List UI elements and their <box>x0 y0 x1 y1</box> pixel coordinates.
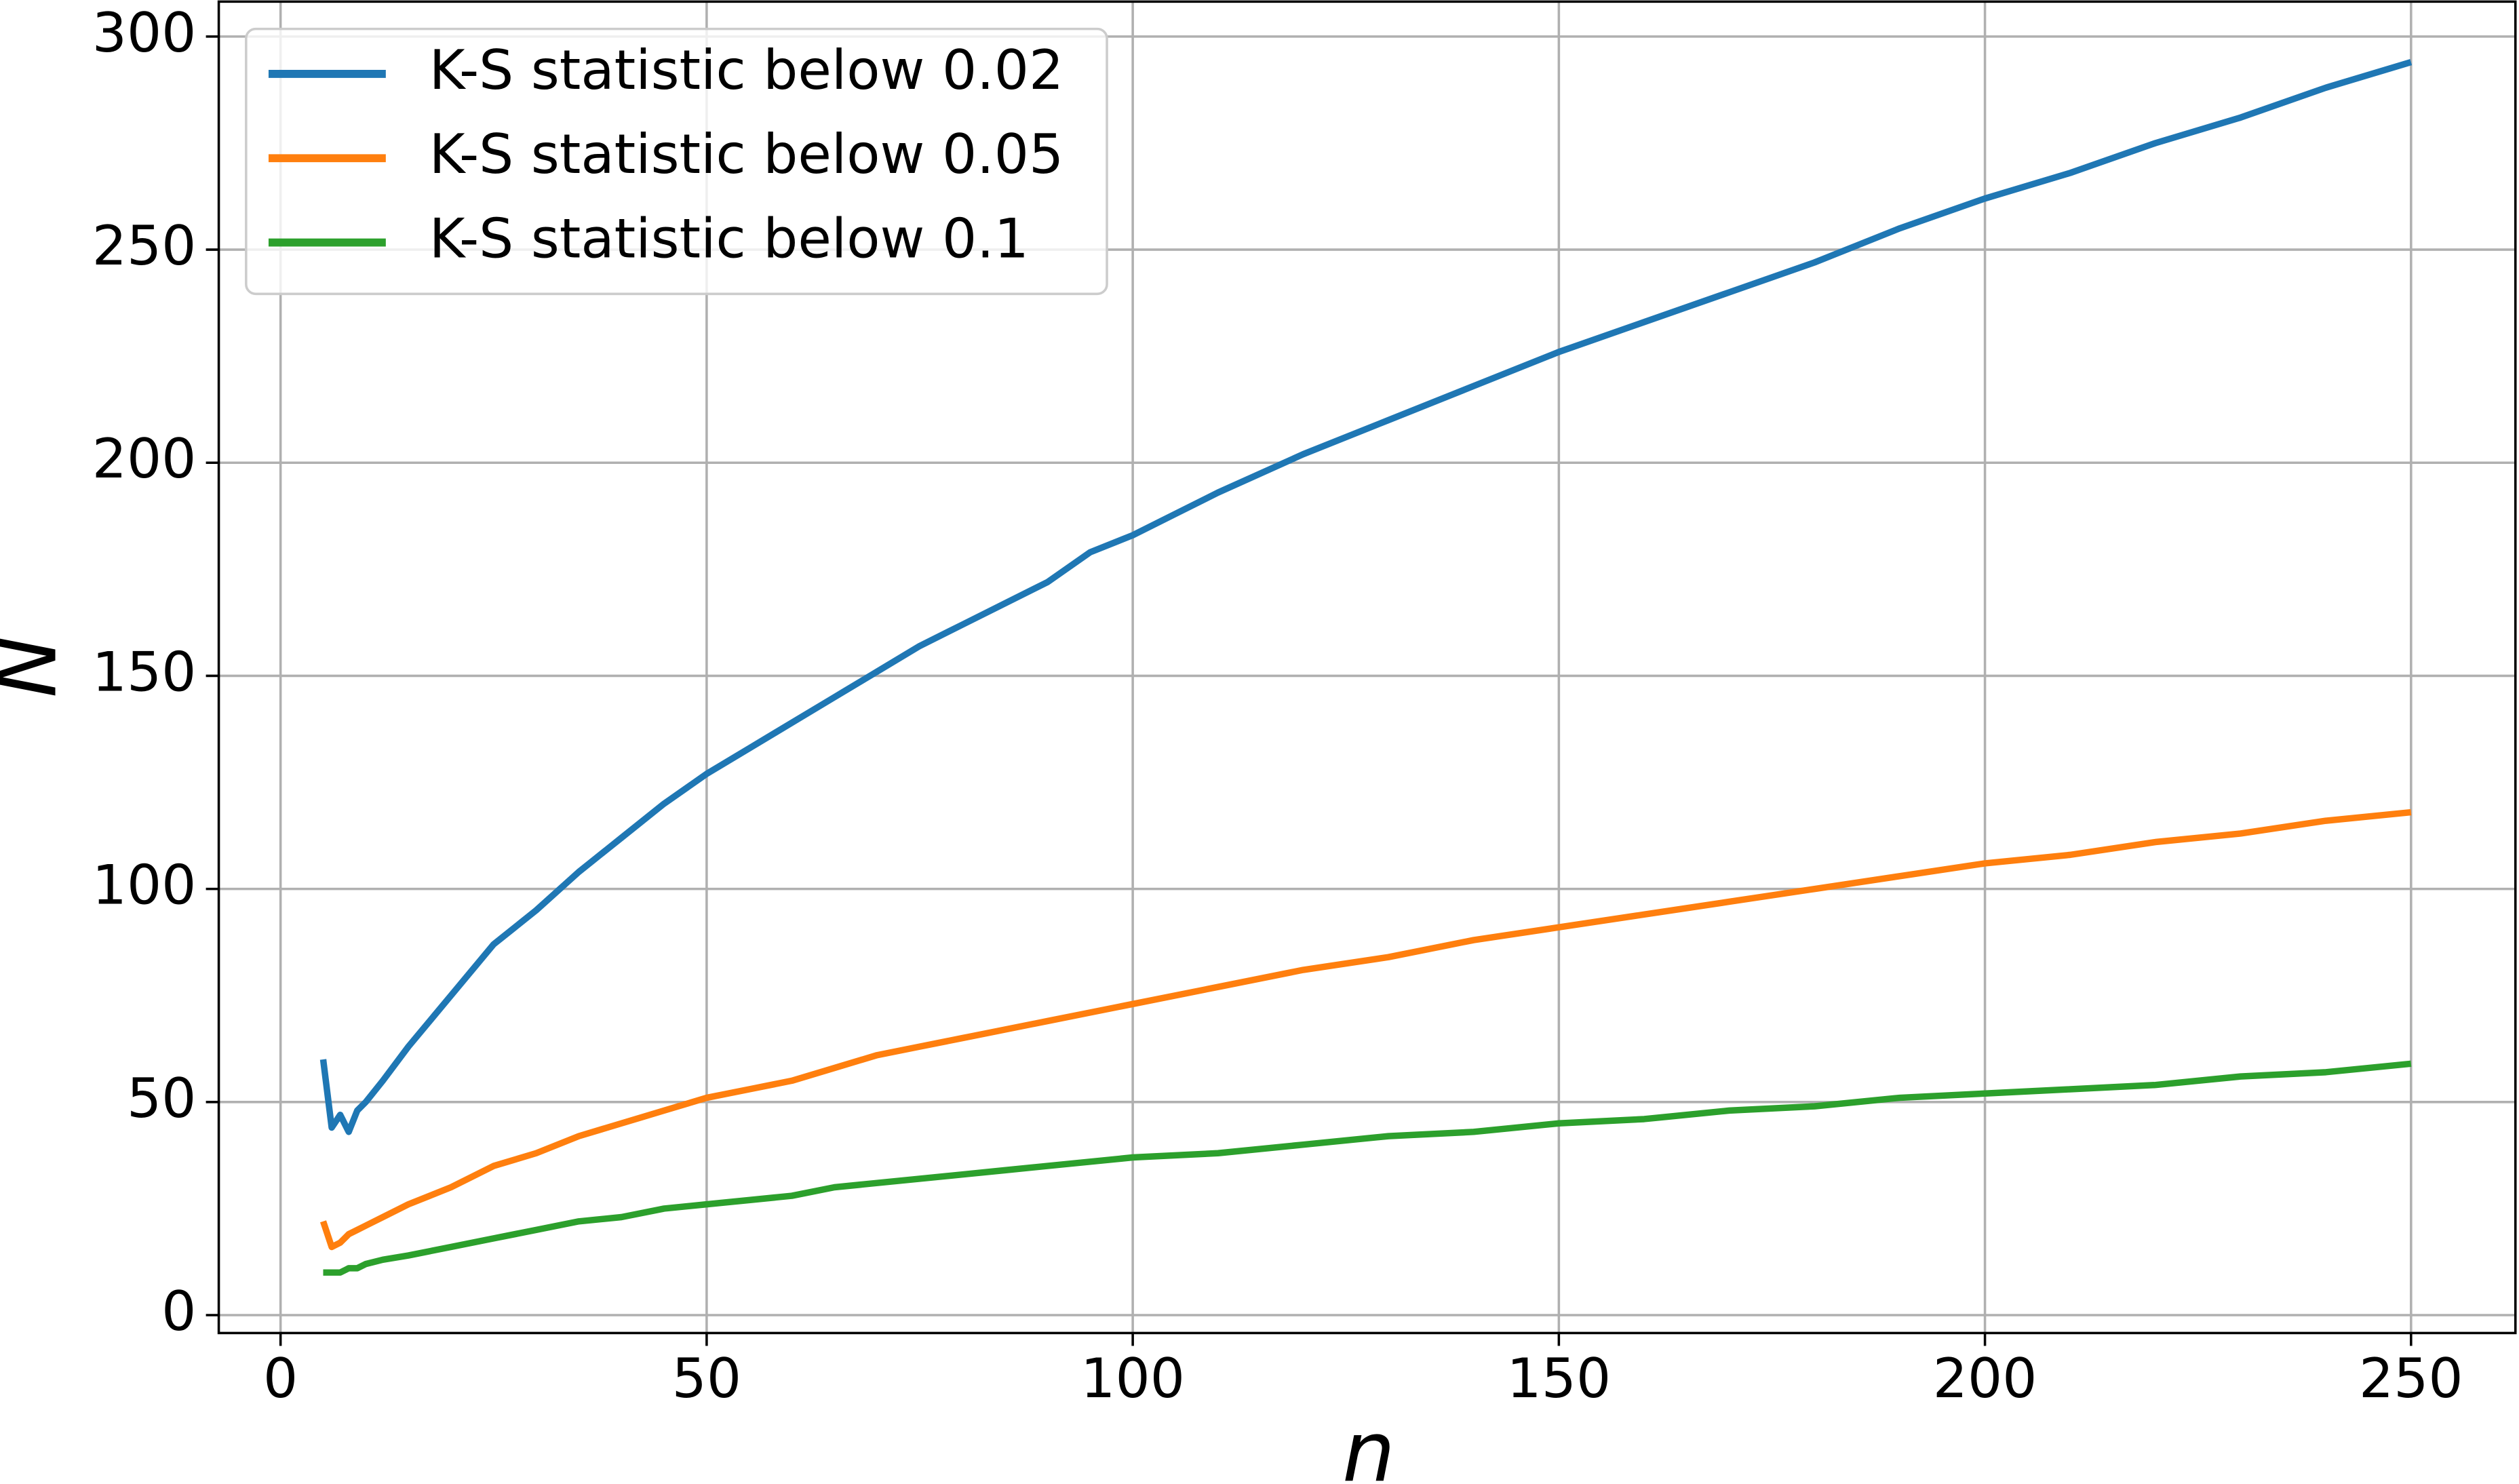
x-tick-label: 250 <box>2359 1346 2463 1410</box>
y-tick-label: 100 <box>92 853 197 917</box>
y-axis-label: N <box>0 636 76 698</box>
x-tick-label: 100 <box>1080 1346 1185 1410</box>
legend-box <box>245 27 1108 296</box>
y-tick-label: 0 <box>161 1279 196 1343</box>
legend-label: K-S statistic below 0.05 <box>429 122 1063 186</box>
y-tick-label: 250 <box>92 214 197 277</box>
y-tick-label: 200 <box>92 427 197 490</box>
legend-label: K-S statistic below 0.02 <box>429 38 1063 102</box>
y-tick-label: 50 <box>127 1066 196 1130</box>
y-tick-label: 300 <box>92 1 197 64</box>
series-line <box>323 1060 2412 1276</box>
series-line <box>319 59 2413 1135</box>
x-tick-label: 0 <box>263 1346 298 1410</box>
plot-frame <box>217 0 2517 1335</box>
x-tick-label: 50 <box>672 1346 741 1410</box>
y-tick-label: 150 <box>92 640 197 703</box>
x-tick-label: 200 <box>1933 1346 2037 1410</box>
x-axis-label: n <box>1342 1404 1395 1484</box>
legend: K-S statistic below 0.02 K-S statistic be… <box>245 27 1108 296</box>
legend-label: K-S statistic below 0.1 <box>429 207 1029 271</box>
x-tick-label: 150 <box>1507 1346 1612 1410</box>
series-line <box>319 808 2412 1251</box>
